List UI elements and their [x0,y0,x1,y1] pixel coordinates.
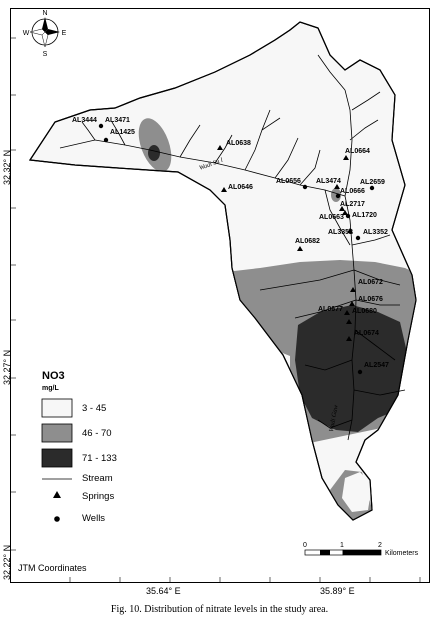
spring-marker [334,184,340,189]
spring-marker [217,145,223,150]
graticule-ticks [10,37,421,583]
legend-unit: mg/L [42,385,59,392]
site-label: AL3471 [105,117,130,124]
spring-marker [344,310,350,315]
site-label: AL2717 [340,201,365,208]
legend-springs: Springs [82,491,115,502]
site-label: AL3444 [72,117,97,124]
site-label: AL0674 [354,330,379,337]
lat-label-32-32: 32.32° N [2,149,12,185]
figure-caption: Fig. 10. Distribution of nitrate levels … [110,604,329,615]
well-marker [355,235,361,241]
site-label: AL0672 [358,279,383,286]
spring-marker [339,206,345,211]
basin-border [28,21,417,521]
lat-label-32-27: 32.27° N [2,349,12,385]
site-label: AL0638 [226,140,251,147]
scale-tick-0: 0 [303,542,307,549]
legend-wells: Wells [82,513,106,524]
well-marker [302,184,308,190]
zone-71-133-west [148,145,160,161]
well-marker [98,123,104,129]
lon-label-35-89: 35.89° E [320,586,355,596]
compass-e: E [62,30,67,37]
legend-class-3: 71 - 133 [82,453,117,464]
zone-46-70-east [331,188,341,202]
site-label: AL0664 [345,148,370,155]
well-marker [103,137,109,143]
zone-71-133 [295,305,416,432]
legend-title: NO3 [42,370,65,382]
site-label: AL0663 [319,214,344,221]
spring-marker [346,319,352,324]
site-markers [98,123,375,375]
scale-unit: Kilometers [385,550,419,557]
spring-marker [342,210,348,215]
spring-marker [350,287,356,292]
spring-marker [346,336,352,341]
site-label: AL1425 [110,129,135,136]
site-label: AL3352 [363,229,388,236]
scale-tick-1: 1 [340,542,344,549]
compass-w: W [23,30,30,37]
site-label: AL3352 [328,229,353,236]
site-label: AL0666 [340,188,365,195]
scale-bar: 0 1 2 Kilometers [303,542,419,557]
zone-3-45-island [342,472,372,512]
lon-label-35-64: 35.64° E [146,586,181,596]
site-label: AL0677 [318,306,343,313]
legend-class-1: 3 - 45 [82,403,107,414]
coordinate-note: JTM Coordinates [18,563,87,573]
spring-marker [297,246,303,251]
compass-n: N [42,10,47,17]
legend-swatches [41,398,73,522]
site-label: AL0646 [228,184,253,191]
well-marker [357,369,363,375]
spring-marker [343,155,349,160]
well-marker [369,185,375,191]
compass-rose: N S E W [23,10,67,58]
spring-marker [349,301,355,306]
zone-46-70-west [138,118,172,172]
site-label: AL0682 [295,238,320,245]
site-labels: AL3444 AL3471 AL1425 AL0638 AL0646 AL065… [72,117,389,369]
site-label: AL1720 [352,212,377,219]
scale-tick-2: 2 [378,542,382,549]
spring-marker [347,228,353,233]
compass-s: S [43,51,48,58]
well-marker [335,193,341,199]
site-label: AL3474 [316,178,341,185]
site-label: AL2547 [364,362,389,369]
lat-label-32-22: 32.22° N [2,544,12,580]
spring-marker [221,187,227,192]
site-label: AL0680 [352,308,377,315]
site-label: AL0656 [276,178,301,185]
legend-class-2: 46 - 70 [82,428,112,439]
wadi-label-2: Wadi Gaw [328,404,340,432]
site-label: AL2659 [360,179,385,186]
site-label: AL0676 [358,296,383,303]
legend-stream: Stream [82,473,113,484]
